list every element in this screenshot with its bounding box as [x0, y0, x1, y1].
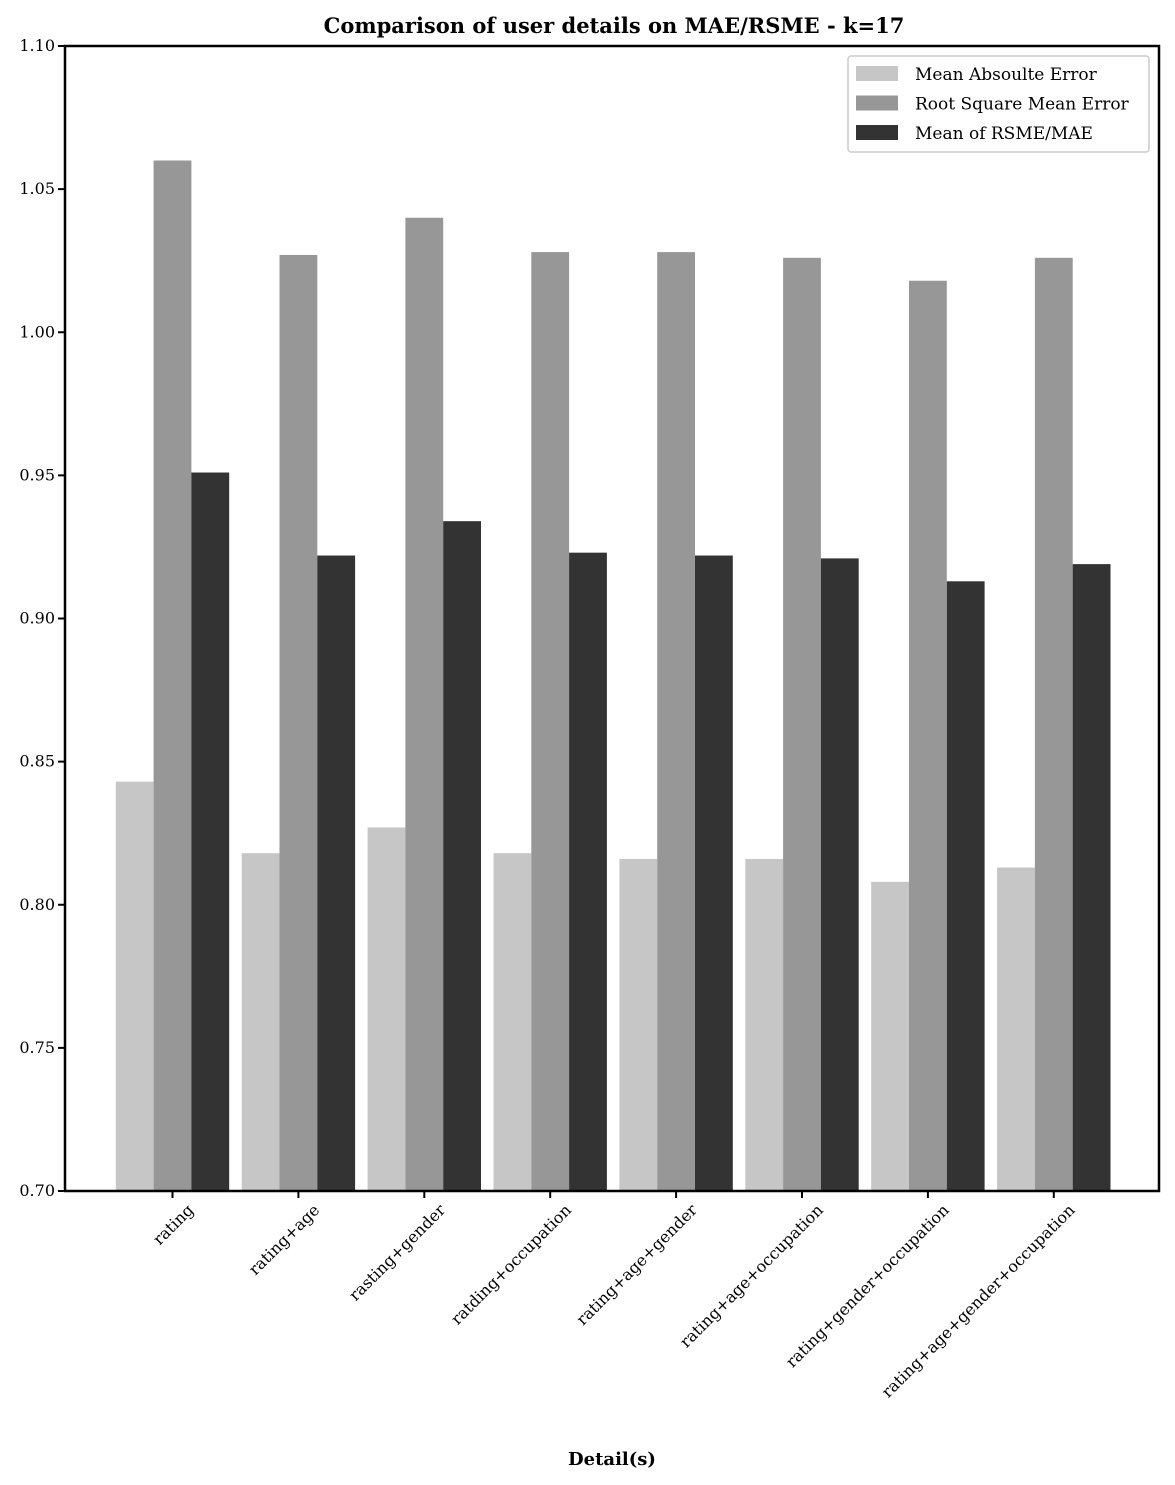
- bar-mean-6: [946, 581, 985, 1191]
- legend-label: Root Square Mean Error: [915, 95, 1130, 115]
- bar-rmse-2: [405, 217, 444, 1191]
- bar-rmse-7: [1034, 257, 1073, 1191]
- bar-mean-2: [443, 521, 481, 1191]
- y-tick-label: 0.90: [19, 609, 55, 628]
- bars-layer: [115, 160, 1111, 1192]
- bar-mean-4: [695, 555, 733, 1191]
- legend: Mean Absoulte Error Root Square Mean Erro…: [847, 55, 1150, 153]
- bar-mean-0: [191, 472, 230, 1191]
- y-tick-label: 1.10: [19, 36, 55, 55]
- x-tick-label: rasting+gender: [345, 1200, 449, 1304]
- bar-rmse-6: [909, 280, 947, 1192]
- bar-mean-3: [569, 552, 607, 1191]
- x-axis: rating rating+age rasting+genderratding+oc…: [149, 1191, 1079, 1401]
- bar-rmse-0: [153, 160, 192, 1191]
- bar-mean-1: [317, 555, 356, 1191]
- x-tick-label: ratding+occupation: [447, 1200, 575, 1328]
- legend-swatch: [856, 66, 898, 81]
- x-tick-label: rating+age+gender: [572, 1200, 701, 1329]
- bar-mae-5: [745, 858, 784, 1191]
- bar-mae-2: [367, 827, 406, 1191]
- bar-mae-3: [493, 853, 532, 1191]
- legend-swatch: [856, 125, 898, 140]
- y-axis: 0.70 0.75 0.80 0.85 0.90 0.95 1.00 1.05 1.10: [19, 36, 65, 1200]
- x-tick-label: rating: [149, 1200, 197, 1248]
- bar-mae-7: [997, 867, 1035, 1191]
- legend-swatch: [856, 95, 898, 111]
- legend-box: [847, 55, 1150, 153]
- bar-mean-5: [820, 558, 859, 1191]
- bar-mae-4: [619, 858, 658, 1191]
- legend-label: Mean Absoulte Error: [915, 65, 1098, 85]
- chart-title: Comparison of user details on MAE/RSME -…: [324, 13, 905, 38]
- bar-rmse-4: [657, 252, 695, 1192]
- bar-mae-6: [871, 881, 909, 1191]
- y-tick-label: 0.85: [19, 752, 55, 771]
- legend-label: Mean of RSME/MAE: [915, 124, 1093, 144]
- x-axis-label: Detail(s): [568, 1449, 656, 1470]
- y-tick-label: 0.95: [19, 465, 55, 484]
- y-tick-label: 1.05: [19, 179, 55, 198]
- y-tick-label: 0.75: [19, 1038, 55, 1057]
- bar-rmse-5: [783, 257, 821, 1191]
- bar-mean-7: [1072, 564, 1111, 1191]
- bar-mae-1: [241, 853, 280, 1191]
- plot-frame: [63, 44, 1161, 1193]
- x-tick-label: rating+age: [245, 1200, 323, 1278]
- x-tick-label: rating+age+occupation: [676, 1200, 827, 1351]
- bar-rmse-3: [531, 252, 570, 1192]
- bar-mae-0: [115, 781, 154, 1191]
- y-tick-label: 1.00: [19, 322, 55, 341]
- y-tick-label: 0.70: [19, 1181, 55, 1200]
- bar-rmse-1: [279, 254, 318, 1191]
- y-tick-label: 0.80: [19, 895, 55, 914]
